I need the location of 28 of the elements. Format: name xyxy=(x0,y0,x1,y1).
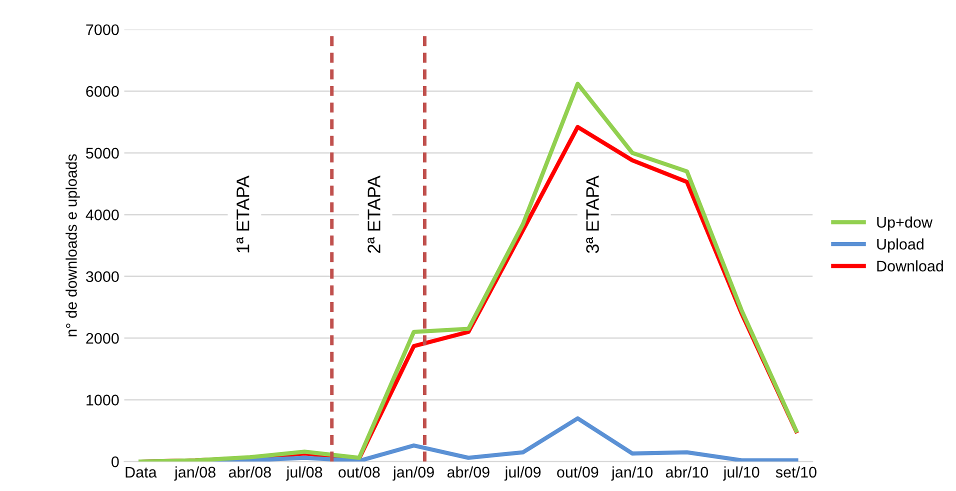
y-tick-label: 7000 xyxy=(86,24,119,36)
y-tick-label: 6000 xyxy=(86,86,119,97)
y-tick-label: 5000 xyxy=(86,148,119,159)
x-tick-label: abr/08 xyxy=(228,466,271,478)
x-tick-label: set/10 xyxy=(776,466,816,478)
x-tick-label: abr/09 xyxy=(447,466,490,478)
x-tick-label: jan/08 xyxy=(174,466,216,481)
x-tick-label: out/08 xyxy=(338,466,380,478)
legend-label: Download xyxy=(877,260,943,272)
x-tick-label: out/09 xyxy=(557,466,598,478)
y-axis-title: n° de downloads e uploads xyxy=(66,154,80,336)
y-tick-label: 2000 xyxy=(86,332,119,344)
legend-label: Upload xyxy=(877,238,924,253)
x-tick-label: Data xyxy=(126,466,157,478)
annotation: 3ª ETAPA xyxy=(586,176,599,254)
x-tick-label: abr/10 xyxy=(666,466,708,478)
x-tick-label: jan/10 xyxy=(611,466,653,481)
y-tick-label: 4000 xyxy=(86,210,119,220)
x-tick-label: jul/10 xyxy=(722,466,760,481)
y-tick-label: 0 xyxy=(112,456,119,468)
annotation: 1ª ETAPA xyxy=(236,176,250,252)
x-tick-label: jul/08 xyxy=(286,466,322,481)
legend-label: Up+dow xyxy=(877,216,933,231)
y-tick-label: 1000 xyxy=(86,394,119,406)
y-tick-label: 3000 xyxy=(86,271,119,282)
x-tick-label: jul/09 xyxy=(504,466,541,481)
annotation: 2ª ETAPA xyxy=(368,176,380,253)
x-tick-label: jan/09 xyxy=(392,466,434,481)
